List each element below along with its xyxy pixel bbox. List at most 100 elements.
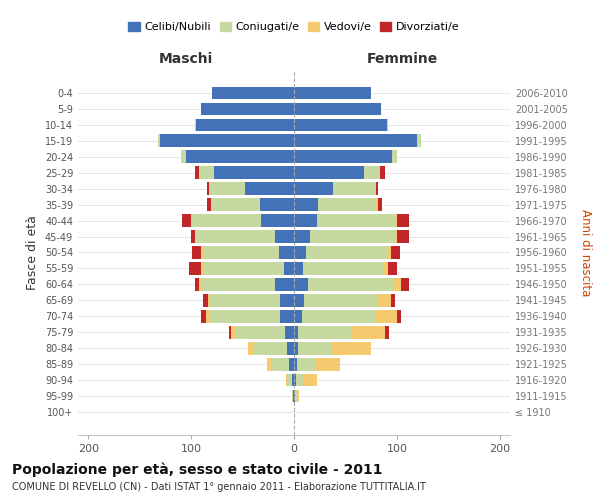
Bar	[316, 358, 340, 370]
Bar	[294, 310, 302, 322]
Bar	[395, 214, 397, 227]
Bar	[186, 150, 294, 163]
Bar	[206, 310, 209, 322]
Bar	[212, 86, 294, 99]
Bar	[202, 278, 275, 290]
Bar	[202, 262, 203, 274]
Bar	[294, 342, 298, 354]
Bar	[386, 118, 388, 131]
Bar	[294, 182, 333, 195]
Bar	[308, 278, 393, 290]
Bar	[386, 246, 391, 258]
Bar	[395, 230, 397, 243]
Bar	[229, 326, 231, 338]
Bar	[182, 214, 191, 227]
Text: COMUNE DI REVELLO (CN) - Dati ISTAT 1° gennaio 2011 - Elaborazione TUTTITALIA.IT: COMUNE DI REVELLO (CN) - Dati ISTAT 1° g…	[12, 482, 426, 492]
Legend: Celibi/Nubili, Coniugati/e, Vedovi/e, Divorziati/e: Celibi/Nubili, Coniugati/e, Vedovi/e, Di…	[124, 17, 464, 36]
Bar	[195, 278, 199, 290]
Bar	[287, 342, 294, 354]
Y-axis label: Anni di nascita: Anni di nascita	[579, 209, 592, 296]
Bar	[248, 342, 253, 354]
Bar	[294, 134, 418, 147]
Bar	[364, 166, 380, 179]
Bar	[231, 326, 235, 338]
Bar	[208, 294, 209, 306]
Bar	[293, 390, 294, 402]
Bar	[272, 358, 289, 370]
Bar	[191, 230, 195, 243]
Bar	[195, 230, 275, 243]
Y-axis label: Fasce di età: Fasce di età	[26, 215, 39, 290]
Bar	[397, 230, 409, 243]
Bar	[280, 310, 294, 322]
Bar	[302, 310, 376, 322]
Bar	[211, 198, 260, 211]
Bar	[332, 342, 371, 354]
Bar	[294, 214, 317, 227]
Bar	[401, 278, 409, 290]
Bar	[261, 214, 294, 227]
Bar	[304, 294, 379, 306]
Bar	[202, 310, 206, 322]
Bar	[284, 262, 294, 274]
Bar	[294, 198, 317, 211]
Bar	[253, 342, 287, 354]
Bar	[397, 214, 409, 227]
Bar	[191, 214, 261, 227]
Bar	[267, 358, 272, 370]
Bar	[292, 374, 294, 386]
Bar	[196, 118, 294, 131]
Bar	[418, 134, 421, 147]
Bar	[298, 342, 332, 354]
Bar	[199, 166, 214, 179]
Bar	[195, 118, 196, 131]
Bar	[203, 246, 278, 258]
Bar	[245, 182, 294, 195]
Bar	[189, 262, 202, 274]
Bar	[278, 246, 294, 258]
Bar	[202, 246, 203, 258]
Bar	[199, 278, 202, 290]
Bar	[294, 118, 386, 131]
Text: Maschi: Maschi	[159, 52, 213, 66]
Bar	[209, 182, 245, 195]
Bar	[294, 326, 298, 338]
Bar	[209, 294, 280, 306]
Bar	[275, 278, 294, 290]
Bar	[296, 374, 304, 386]
Bar	[214, 166, 294, 179]
Bar	[391, 246, 400, 258]
Bar	[391, 294, 395, 306]
Bar	[206, 182, 209, 195]
Bar	[333, 182, 376, 195]
Bar	[307, 246, 386, 258]
Bar	[275, 230, 294, 243]
Bar	[158, 134, 160, 147]
Bar	[380, 166, 385, 179]
Bar	[192, 246, 202, 258]
Bar	[285, 326, 294, 338]
Bar	[294, 150, 392, 163]
Bar	[304, 374, 317, 386]
Bar	[376, 198, 379, 211]
Bar	[383, 262, 388, 274]
Bar	[294, 230, 310, 243]
Bar	[203, 262, 284, 274]
Bar	[352, 326, 385, 338]
Bar	[280, 294, 294, 306]
Bar	[294, 278, 308, 290]
Bar	[294, 166, 364, 179]
Bar	[294, 294, 304, 306]
Bar	[393, 278, 401, 290]
Bar	[297, 390, 299, 402]
Bar	[376, 182, 379, 195]
Bar	[203, 294, 208, 306]
Bar	[235, 326, 285, 338]
Bar	[294, 390, 295, 402]
Bar	[379, 198, 382, 211]
Bar	[294, 102, 382, 115]
Bar	[397, 310, 401, 322]
Bar	[385, 326, 389, 338]
Bar	[379, 294, 391, 306]
Bar	[206, 198, 211, 211]
